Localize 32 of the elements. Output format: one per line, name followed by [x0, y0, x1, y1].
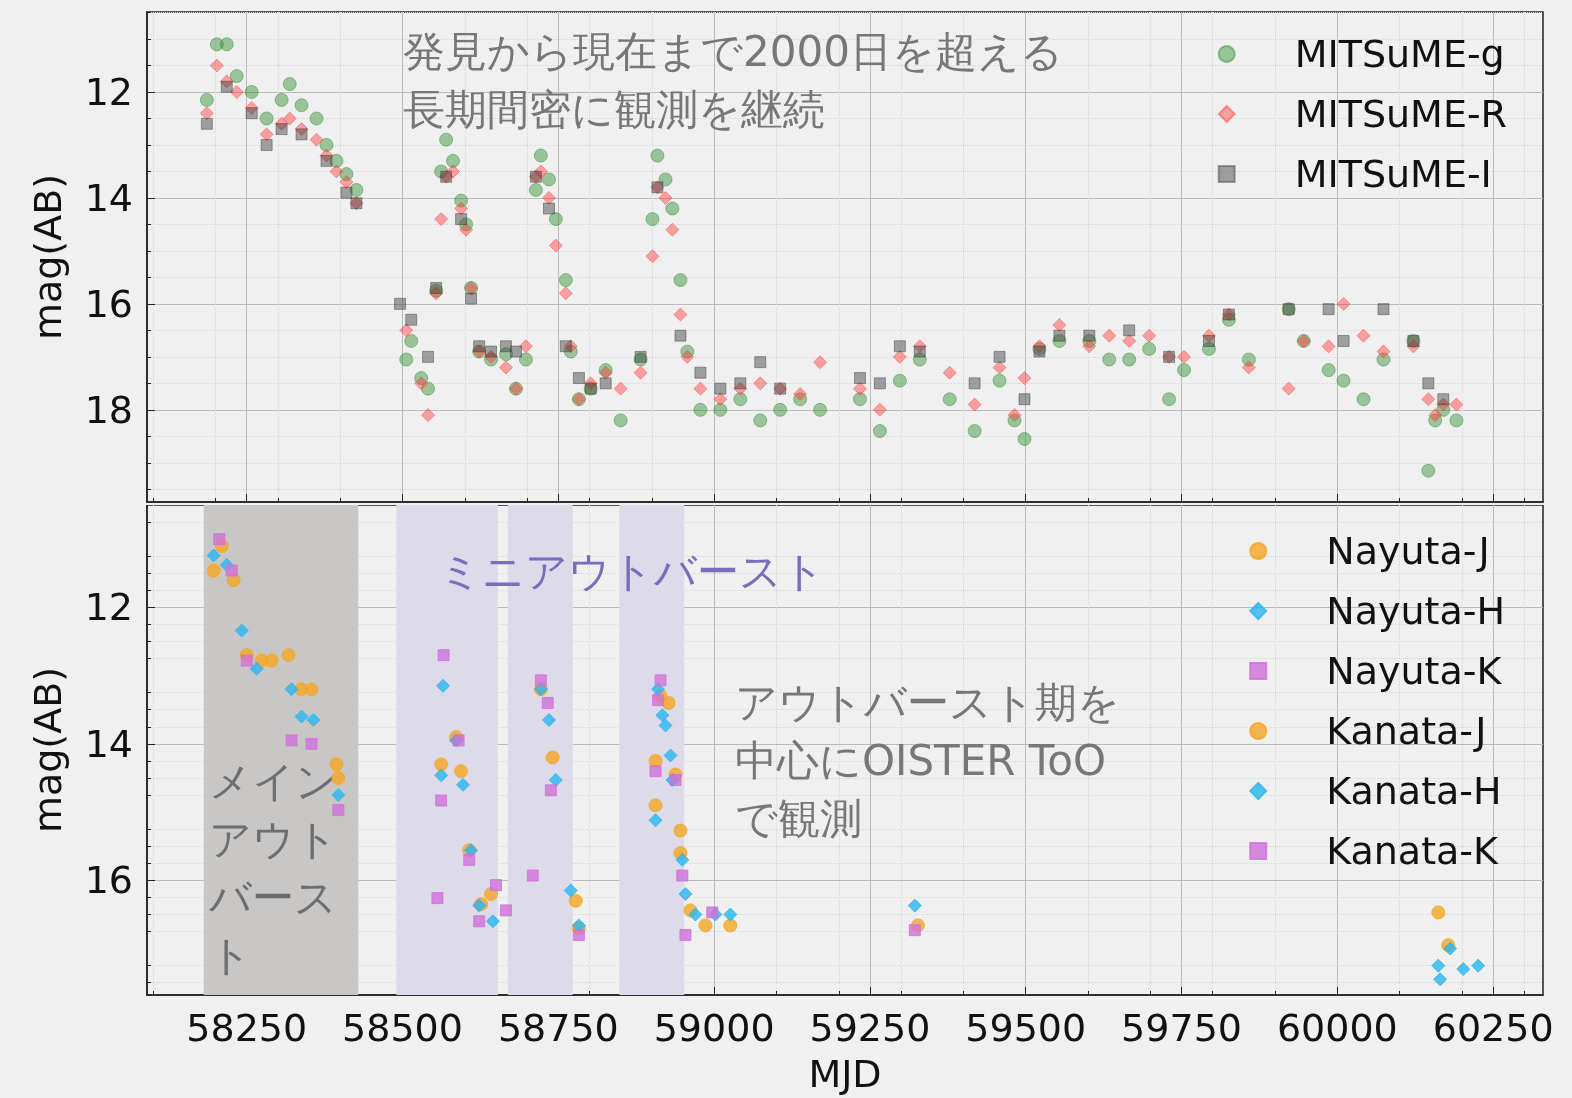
legend-label: Kanata-K	[1326, 829, 1500, 873]
legend-label: Nayuta-J	[1326, 529, 1490, 573]
annotation: 発見から現在まで2000日を超える長期間密に観測を継続	[403, 26, 1063, 134]
y-tick-label: 12	[84, 585, 133, 630]
y-tick-label: 16	[84, 858, 133, 903]
y-axis-title: mag(AB)	[26, 666, 70, 834]
y-tick-label: 18	[84, 387, 133, 432]
legend-label: Nayuta-K	[1326, 649, 1503, 693]
legend-label: MITSuME-R	[1294, 92, 1508, 136]
band-label: メインアウトバースト	[207, 756, 338, 980]
y-tick-label: 14	[84, 721, 133, 766]
legend-label: Kanata-J	[1326, 709, 1487, 753]
x-tick-label: 59250	[809, 1006, 931, 1050]
x-tick-label: 58500	[342, 1006, 463, 1050]
legend-label: Kanata-H	[1326, 769, 1502, 813]
x-tick-label: 59750	[1121, 1006, 1242, 1050]
x-tick-label: 59500	[965, 1006, 1087, 1050]
x-tick-label: 60250	[1432, 1006, 1554, 1050]
x-tick-label: 59000	[653, 1006, 775, 1050]
annotation: アウトバースト期を中心にOISTER ToOで観測	[735, 677, 1120, 843]
y-tick-label: 16	[84, 281, 133, 326]
y-tick-label: 14	[84, 175, 133, 220]
y-tick-label: 12	[84, 69, 133, 114]
legend-label: MITSuME-I	[1294, 152, 1492, 196]
x-axis-title: MJD	[808, 1052, 882, 1096]
x-tick-label: 58250	[186, 1006, 308, 1050]
y-axis-title: mag(AB)	[26, 173, 70, 341]
band-label: ミニアウトバースト	[439, 546, 826, 596]
x-tick-label: 60000	[1276, 1006, 1398, 1050]
x-tick-label: 58750	[497, 1006, 619, 1050]
legend-label: Nayuta-H	[1326, 589, 1506, 633]
legend-label: MITSuME-g	[1294, 32, 1505, 76]
